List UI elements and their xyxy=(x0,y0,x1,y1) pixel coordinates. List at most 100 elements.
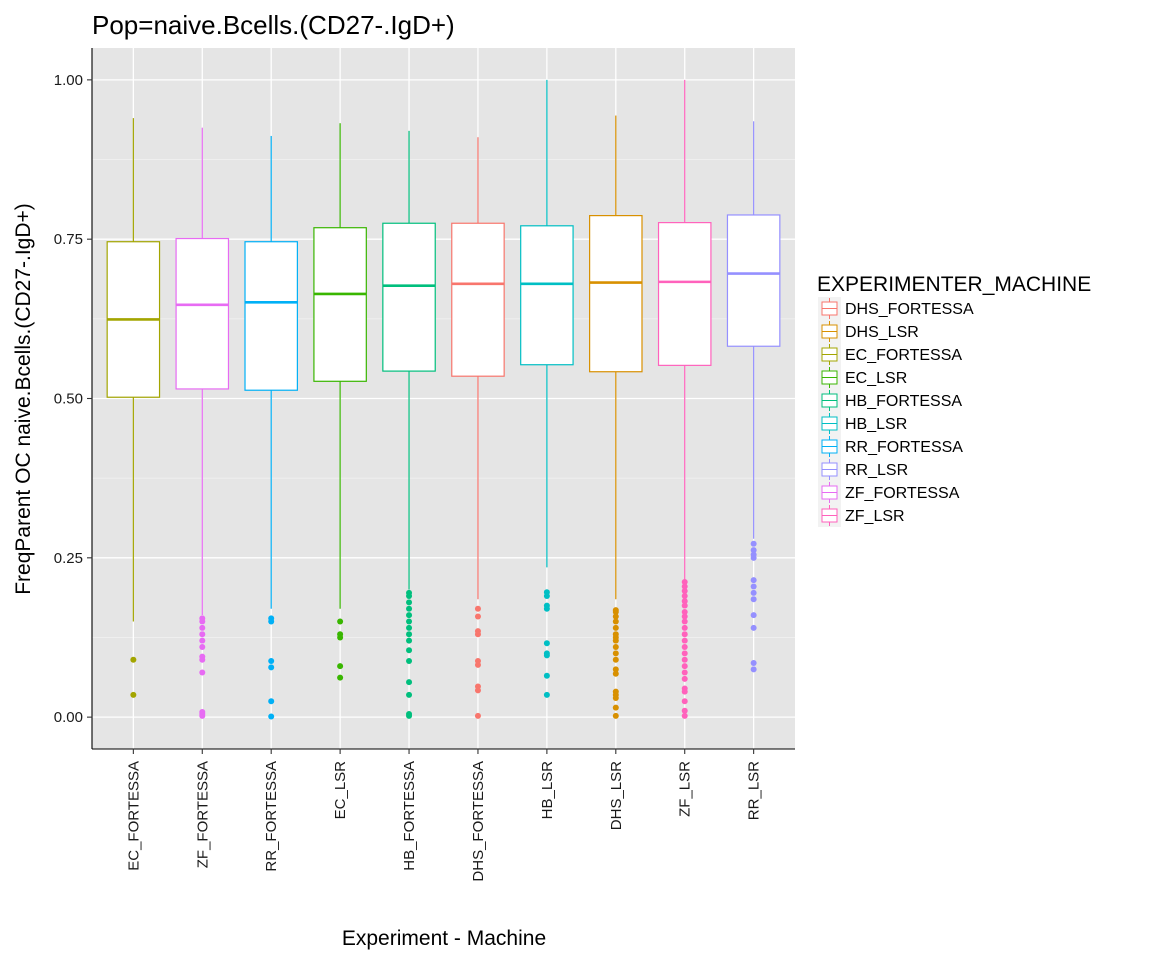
outlier-point xyxy=(543,672,550,679)
box-body xyxy=(175,237,230,390)
outlier-point xyxy=(406,612,413,619)
legend-entry: HB_LSR xyxy=(818,412,907,435)
outlier-point xyxy=(612,650,619,657)
outlier-point xyxy=(406,712,413,719)
outlier-point xyxy=(612,608,619,615)
outlier-point xyxy=(681,698,688,705)
y-tick-label: 1.00 xyxy=(54,72,83,89)
outlier-point xyxy=(268,658,275,665)
outlier-point xyxy=(543,652,550,659)
x-tick-label: EC_LSR xyxy=(332,761,349,820)
outlier-point xyxy=(543,640,550,647)
x-tick-label: RR_LSR xyxy=(746,761,763,820)
outlier-point xyxy=(681,644,688,651)
outlier-point xyxy=(750,666,757,673)
legend-label: EC_FORTESSA xyxy=(845,347,962,364)
outlier-point xyxy=(474,631,481,638)
outlier-point xyxy=(199,631,206,638)
legend-entry: RR_LSR xyxy=(818,458,908,481)
outlier-point xyxy=(612,637,619,644)
outlier-point xyxy=(130,691,137,698)
outlier-point xyxy=(543,605,550,612)
x-tick-label: ZF_LSR xyxy=(677,761,694,817)
outlier-point xyxy=(681,579,688,586)
outlier-point xyxy=(406,691,413,698)
outlier-point xyxy=(750,659,757,666)
outlier-point xyxy=(612,624,619,631)
outlier-point xyxy=(199,624,206,631)
outlier-point xyxy=(474,687,481,694)
outlier-point xyxy=(750,554,757,561)
outlier-point xyxy=(406,658,413,665)
box-body xyxy=(726,214,781,347)
legend-entry: DHS_FORTESSA xyxy=(818,297,974,320)
box-HB_FORTESSA xyxy=(382,130,436,719)
box-ZF_FORTESSA xyxy=(175,127,230,719)
outlier-point xyxy=(681,707,688,714)
outlier-point xyxy=(199,669,206,676)
chart-title: Pop=naive.Bcells.(CD27-.IgD+) xyxy=(92,10,455,40)
box-EC_LSR xyxy=(313,123,367,681)
outlier-point xyxy=(543,691,550,698)
box-body xyxy=(244,241,298,391)
outlier-point xyxy=(612,656,619,663)
legend-label: HB_LSR xyxy=(845,416,907,433)
box-ZF_LSR xyxy=(657,79,712,719)
outlier-point xyxy=(474,613,481,620)
box-DHS_LSR xyxy=(589,115,643,719)
outlier-point xyxy=(337,634,344,641)
outlier-point xyxy=(681,583,688,590)
outlier-point xyxy=(681,593,688,600)
outlier-point xyxy=(681,613,688,620)
outlier-point xyxy=(337,663,344,670)
outlier-point xyxy=(337,618,344,625)
outlier-point xyxy=(750,577,757,584)
legend-label: EC_LSR xyxy=(845,370,907,387)
box-body xyxy=(657,222,712,366)
outlier-point xyxy=(750,624,757,631)
x-tick-label: DHS_FORTESSA xyxy=(470,761,487,882)
outlier-point xyxy=(612,613,619,620)
box-RR_FORTESSA xyxy=(244,135,298,720)
outlier-point xyxy=(199,644,206,651)
outlier-point xyxy=(543,593,550,600)
legend-label: DHS_LSR xyxy=(845,324,919,341)
outlier-point xyxy=(681,656,688,663)
outlier-point xyxy=(681,663,688,670)
box-layer xyxy=(106,79,781,720)
outlier-point xyxy=(406,599,413,606)
outlier-point xyxy=(681,712,688,719)
legend-entry: ZF_FORTESSA xyxy=(818,481,960,504)
outlier-point xyxy=(406,679,413,686)
outlier-point xyxy=(199,618,206,625)
legend-entry: HB_FORTESSA xyxy=(818,389,962,412)
x-tick-label: RR_FORTESSA xyxy=(263,761,280,872)
y-tick-label: 0.25 xyxy=(54,550,83,567)
axes: 0.00 0.25 0.50 0.75 1.00 EC_FORTESSA ZF_FORTES… xyxy=(54,48,795,882)
outlier-point xyxy=(750,540,757,547)
outlier-point xyxy=(681,602,688,609)
outlier-point xyxy=(199,712,206,719)
outlier-point xyxy=(406,593,413,600)
outlier-point xyxy=(750,547,757,554)
outlier-point xyxy=(681,675,688,682)
box-body xyxy=(520,225,574,366)
legend-label: ZF_LSR xyxy=(845,508,905,525)
outlier-point xyxy=(268,664,275,671)
outlier-point xyxy=(750,583,757,590)
outlier-point xyxy=(612,618,619,625)
legend-label: RR_LSR xyxy=(845,462,908,479)
outlier-point xyxy=(612,666,619,673)
box-body xyxy=(382,222,436,372)
legend-entry: RR_FORTESSA xyxy=(818,435,963,458)
outlier-point xyxy=(612,670,619,677)
outlier-point xyxy=(681,598,688,605)
box-RR_LSR xyxy=(726,121,781,673)
outlier-point xyxy=(268,713,275,720)
outlier-point xyxy=(681,618,688,625)
box-EC_FORTESSA xyxy=(106,118,161,698)
outlier-point xyxy=(612,695,619,702)
outlier-point xyxy=(612,644,619,651)
y-axis-title: FreqParent OC naive.Bcells.(CD27-.IgD+) xyxy=(12,203,35,595)
outlier-point xyxy=(750,612,757,619)
